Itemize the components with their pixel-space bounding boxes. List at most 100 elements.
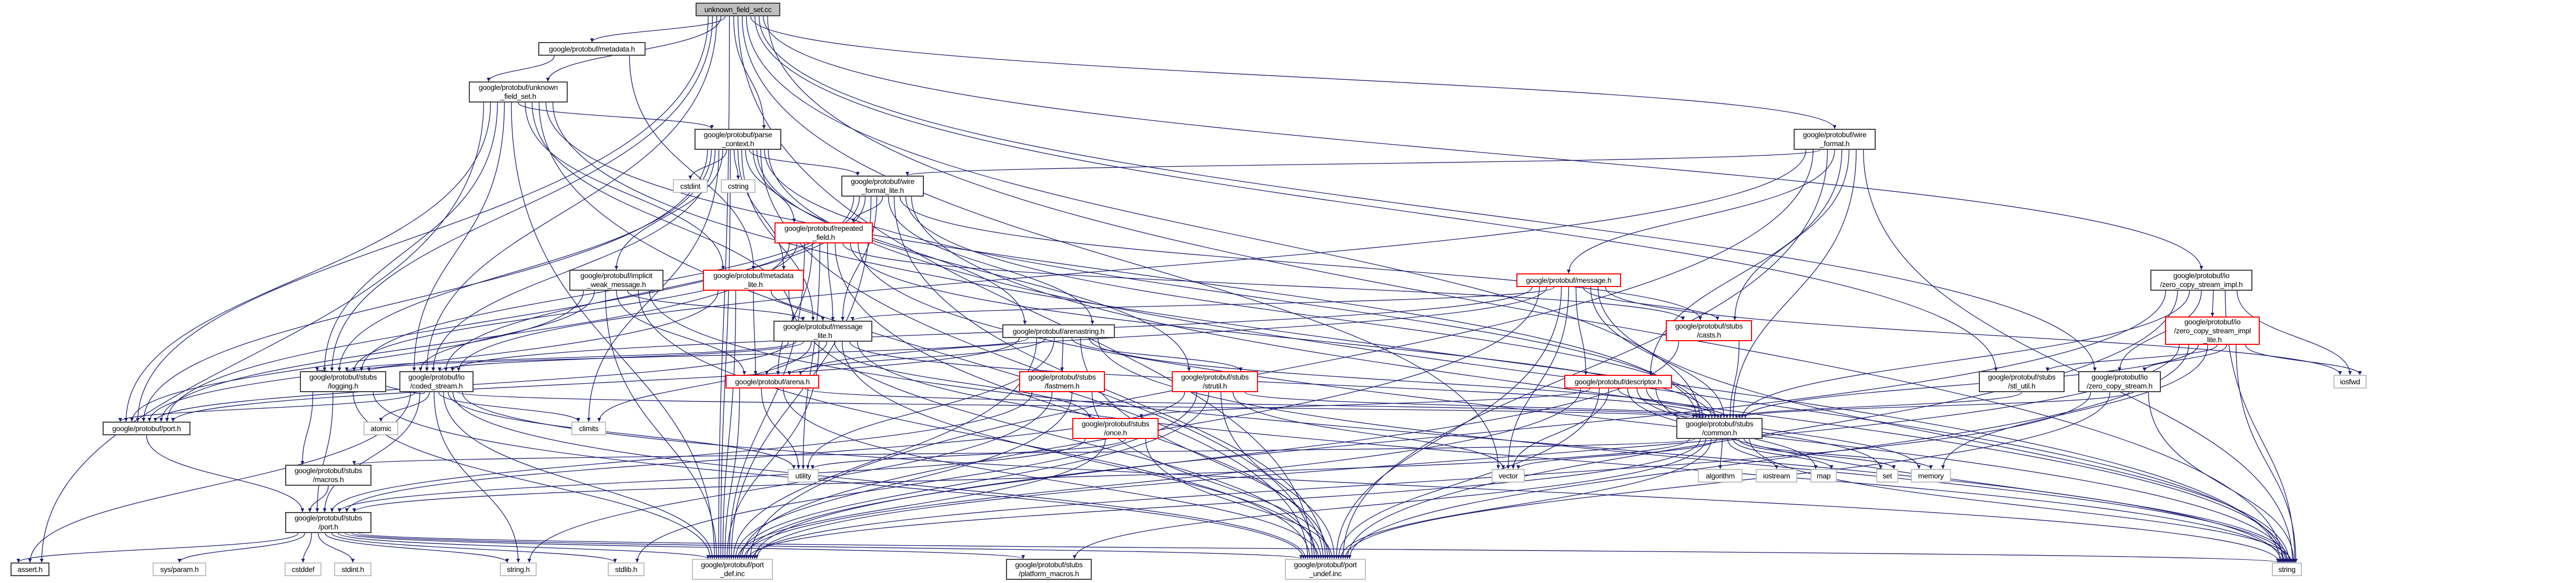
node-cstring: cstring bbox=[721, 179, 756, 193]
include-edge bbox=[627, 290, 805, 321]
include-edge bbox=[353, 392, 712, 559]
include-edge bbox=[754, 344, 2180, 559]
include-edge bbox=[799, 287, 1547, 375]
include-edge bbox=[615, 149, 723, 270]
node-google-protobuf-descriptor-h[interactable]: google/protobuf/descriptor.h bbox=[1564, 375, 1672, 388]
node-google-protobuf-stubs-stl-util-h[interactable]: google/protobuf/stubs /stl_util.h bbox=[1979, 371, 2065, 392]
include-edge bbox=[841, 196, 878, 321]
node-google-protobuf-arena-h[interactable]: google/protobuf/arena.h bbox=[726, 375, 819, 388]
include-edge bbox=[142, 149, 708, 422]
include-edge bbox=[764, 341, 827, 375]
node-google-protobuf-implicit-weak-message-h[interactable]: google/protobuf/implicit _weak_message.h bbox=[569, 270, 663, 291]
node-google-protobuf-stubs-common-h[interactable]: google/protobuf/stubs /common.h bbox=[1676, 418, 1763, 439]
node-map: map bbox=[1810, 469, 1837, 483]
include-edge bbox=[731, 337, 1038, 559]
node-google-protobuf-stubs-platform-macros-h[interactable]: google/protobuf/stubs /platform_macros.h bbox=[1006, 559, 1092, 580]
include-edge bbox=[1740, 290, 2190, 418]
node-google-protobuf-message-lite-h[interactable]: google/protobuf/message _lite.h bbox=[773, 321, 872, 342]
node-google-protobuf-parse-context-h[interactable]: google/protobuf/parse _context.h bbox=[695, 129, 781, 150]
include-edge bbox=[177, 533, 306, 563]
include-edge bbox=[318, 533, 355, 563]
node-google-protobuf-io-coded-stream-h[interactable]: google/protobuf/io /coded_stream.h bbox=[399, 371, 474, 392]
node-assert-h[interactable]: assert.h bbox=[11, 562, 49, 576]
include-edge bbox=[1718, 438, 1723, 469]
include-edge bbox=[1089, 337, 1720, 418]
node-google-protobuf-metadata-lite-h[interactable]: google/protobuf/metadata _lite.h bbox=[703, 270, 804, 291]
node-string: string bbox=[2272, 562, 2302, 576]
include-edge bbox=[39, 102, 484, 563]
include-edge bbox=[443, 392, 715, 559]
node-google-protobuf-port-h[interactable]: google/protobuf/port.h bbox=[103, 422, 190, 435]
node-google-protobuf-stubs-fastmem-h[interactable]: google/protobuf/stubs /fastmem.h bbox=[1019, 371, 1105, 392]
node-set: set bbox=[1876, 469, 1898, 483]
node-google-protobuf-io-zero-copy-stream-impl-h[interactable]: google/protobuf/io /zero_copy_stream_imp… bbox=[2150, 270, 2252, 291]
include-edge bbox=[756, 149, 1191, 372]
include-edge bbox=[130, 290, 584, 422]
node-google-protobuf-stubs-once-h[interactable]: google/protobuf/stubs /once.h bbox=[1072, 418, 1159, 439]
include-edge bbox=[146, 435, 305, 513]
include-edge bbox=[719, 149, 731, 559]
include-edge bbox=[767, 16, 2285, 563]
include-edge bbox=[1072, 438, 1706, 559]
include-edge bbox=[688, 149, 727, 180]
include-edge bbox=[2245, 344, 2362, 375]
include-edge bbox=[1941, 344, 2208, 469]
include-edge bbox=[527, 392, 1053, 563]
include-edge bbox=[733, 16, 766, 129]
node-google-protobuf-io-zero-copy-stream-impl-lite-h[interactable]: google/protobuf/io /zero_copy_stream_imp… bbox=[2165, 316, 2260, 345]
include-edge bbox=[753, 290, 758, 375]
node-google-protobuf-unknown-field-set-h[interactable]: google/protobuf/unknown _field_set.h bbox=[469, 81, 568, 103]
include-edge bbox=[737, 149, 786, 270]
include-edge bbox=[888, 196, 1094, 325]
node-unknown-field-set-cc: unknown_field_set.cc bbox=[696, 3, 780, 16]
include-edge bbox=[804, 388, 1707, 418]
node-google-protobuf-stubs-port-h[interactable]: google/protobuf/stubs /port.h bbox=[285, 512, 371, 533]
include-edge bbox=[552, 102, 2282, 563]
node-google-protobuf-metadata-h[interactable]: google/protobuf/metadata.h bbox=[538, 42, 646, 56]
include-edge bbox=[457, 149, 1807, 372]
include-edge bbox=[1220, 392, 1336, 559]
include-edge bbox=[457, 392, 1695, 418]
include-edge bbox=[1516, 438, 1717, 469]
include-edge bbox=[768, 149, 2286, 563]
include-edge bbox=[729, 196, 872, 559]
node-google-protobuf-stubs-strutil-h[interactable]: google/protobuf/stubs /strutil.h bbox=[1172, 371, 1258, 392]
include-edge bbox=[1646, 388, 1921, 469]
include-edge bbox=[590, 16, 726, 43]
include-edge bbox=[597, 341, 812, 422]
include-edge bbox=[1339, 438, 1712, 559]
node-google-protobuf-wire-format-h[interactable]: google/protobuf/wire _format.h bbox=[1794, 129, 1876, 150]
include-edge bbox=[721, 290, 737, 559]
include-edge bbox=[841, 341, 1323, 559]
include-edge bbox=[353, 438, 1695, 465]
include-edge bbox=[331, 533, 617, 563]
node-google-protobuf-arenastring-h[interactable]: google/protobuf/arenastring.h bbox=[1002, 324, 1115, 338]
include-edge bbox=[893, 196, 1327, 559]
node-google-protobuf-stubs-logging-h[interactable]: google/protobuf/stubs /logging.h bbox=[300, 371, 386, 392]
node-google-protobuf-stubs-macros-h[interactable]: google/protobuf/stubs /macros.h bbox=[285, 465, 371, 486]
include-edge bbox=[1139, 388, 1591, 418]
include-edge bbox=[525, 102, 725, 270]
node-google-protobuf-wire-format-lite-h[interactable]: google/protobuf/wire _format_lite.h bbox=[841, 176, 924, 197]
node-google-protobuf-port-undef-inc: google/protobuf/port _undef.inc bbox=[1285, 559, 1366, 580]
node-stdint-h: stdint.h bbox=[334, 562, 371, 576]
include-edge bbox=[1734, 392, 2022, 418]
include-edge bbox=[736, 438, 1106, 559]
node-iostream: iostream bbox=[1756, 469, 1797, 483]
include-edge bbox=[452, 392, 1307, 559]
include-edge bbox=[1738, 438, 1896, 469]
node-google-protobuf-message-h[interactable]: google/protobuf/message.h bbox=[1516, 273, 1621, 287]
include-edge bbox=[147, 290, 719, 422]
include-edge bbox=[352, 438, 1690, 513]
include-edge bbox=[487, 55, 555, 82]
include-edge bbox=[1590, 287, 1726, 418]
include-edge bbox=[2236, 344, 2298, 563]
node-utility: utility bbox=[788, 469, 819, 483]
include-edge bbox=[741, 16, 1501, 469]
node-google-protobuf-io-zero-copy-stream-h[interactable]: google/protobuf/io /zero_copy_stream.h bbox=[2078, 371, 2161, 392]
node-google-protobuf-repeated-field-h[interactable]: google/protobuf/repeated _field.h bbox=[774, 222, 873, 243]
include-edge bbox=[1605, 287, 2342, 375]
include-edge bbox=[787, 337, 1046, 375]
include-edge bbox=[733, 149, 740, 180]
node-google-protobuf-stubs-casts-h[interactable]: google/protobuf/stubs /casts.h bbox=[1666, 320, 1752, 341]
